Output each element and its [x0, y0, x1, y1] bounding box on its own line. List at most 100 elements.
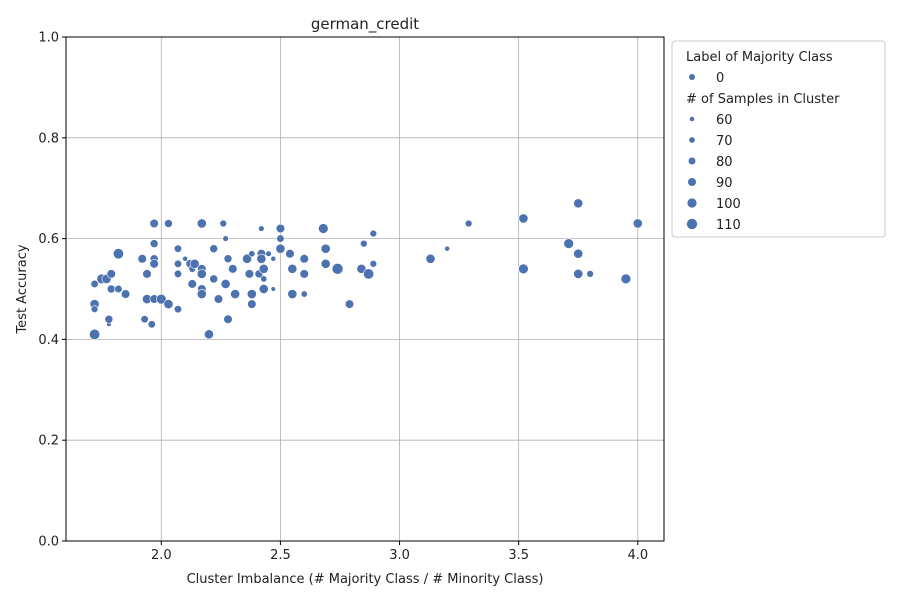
legend-size-marker: [689, 137, 695, 143]
data-point: [163, 299, 174, 310]
data-point: [518, 213, 529, 224]
legend-size-marker: [688, 157, 696, 165]
data-point: [586, 270, 594, 278]
legend-box: [671, 40, 886, 238]
y-tick-label: 0.2: [38, 434, 59, 449]
data-points: [89, 198, 643, 340]
data-point: [285, 249, 295, 259]
data-point: [147, 320, 156, 329]
y-tick-label: 0.6: [38, 232, 59, 247]
data-point: [275, 223, 286, 234]
data-point: [248, 250, 256, 258]
data-point: [244, 269, 255, 279]
data-point: [222, 235, 229, 242]
data-point: [318, 223, 329, 234]
data-point: [140, 315, 149, 324]
legend-hue-marker: [689, 74, 695, 80]
data-point: [300, 290, 308, 298]
legend-size-label: 100: [716, 197, 741, 212]
data-point: [89, 328, 101, 340]
legend-size-marker: [687, 177, 697, 187]
data-point: [270, 286, 276, 292]
data-point: [106, 269, 116, 279]
data-point: [230, 289, 241, 299]
data-point: [149, 239, 159, 248]
legend-size-entries: 60 70 80 90 100 110: [686, 113, 741, 233]
data-point: [182, 255, 189, 262]
chart-title: german_credit: [311, 15, 419, 34]
legend: Label of Majority Class 0 # of Samples i…: [671, 40, 886, 238]
data-point: [204, 329, 214, 340]
y-tick-label: 0.8: [38, 131, 59, 146]
grid-lines: [66, 36, 664, 542]
data-point: [331, 263, 344, 275]
y-axis-ticks: 0.0 0.2 0.4 0.6 0.8 1.0: [38, 31, 66, 550]
data-point: [196, 218, 207, 229]
data-point: [247, 299, 257, 309]
y-axis-label: Test Accuracy: [15, 244, 30, 334]
data-point: [320, 243, 331, 254]
x-tick-label: 3.0: [389, 548, 410, 563]
x-axis-ticks: 2.0 2.5 3.0 3.5 4.0: [151, 541, 648, 563]
data-point: [228, 264, 238, 274]
legend-size-marker: [686, 218, 698, 230]
data-point: [173, 269, 183, 278]
data-point: [356, 263, 367, 274]
data-point: [112, 248, 124, 260]
data-point: [149, 218, 159, 229]
legend-size-label: 80: [716, 155, 733, 170]
data-point: [299, 254, 309, 264]
y-tick-label: 0.0: [38, 535, 59, 550]
x-tick-label: 2.0: [151, 548, 172, 563]
x-axis-label: Cluster Imbalance (# Majority Class / # …: [187, 572, 544, 587]
data-point: [219, 219, 228, 228]
data-point: [90, 305, 99, 313]
data-point: [444, 245, 451, 252]
data-point: [360, 239, 368, 248]
data-point: [156, 293, 167, 305]
data-point: [246, 289, 257, 299]
data-point: [299, 269, 309, 279]
x-tick-label: 2.5: [270, 548, 291, 563]
data-point: [369, 229, 378, 238]
x-tick-label: 4.0: [627, 548, 648, 563]
data-point: [90, 279, 99, 289]
legend-hue-title: Label of Majority Class: [686, 50, 833, 65]
data-point: [106, 284, 116, 294]
data-point: [220, 279, 231, 289]
x-tick-label: 3.5: [508, 548, 529, 563]
data-point: [187, 279, 197, 289]
data-point: [425, 253, 436, 264]
data-point: [320, 258, 331, 269]
legend-size-title: # of Samples in Cluster: [686, 92, 840, 107]
legend-size-marker: [687, 198, 697, 208]
data-point: [369, 260, 378, 268]
data-point: [258, 284, 269, 294]
data-point: [223, 254, 233, 264]
data-point: [563, 238, 574, 249]
data-point: [256, 253, 267, 264]
data-point: [149, 259, 159, 269]
data-point: [287, 289, 298, 299]
data-point: [173, 305, 183, 314]
data-point: [260, 275, 268, 283]
legend-size-label: 90: [716, 176, 733, 191]
data-point: [573, 248, 584, 259]
legend-size-label: 60: [716, 113, 733, 128]
plot-area: [65, 36, 665, 542]
legend-size-marker: [689, 116, 695, 122]
data-point: [270, 255, 277, 262]
data-point: [573, 268, 584, 279]
data-point: [223, 314, 233, 324]
data-point: [196, 268, 207, 279]
data-point: [104, 314, 114, 324]
data-point: [275, 243, 286, 254]
data-point: [120, 289, 131, 299]
data-point: [173, 244, 183, 253]
data-point: [137, 254, 147, 264]
data-point: [464, 219, 473, 228]
data-point: [620, 273, 632, 285]
data-point: [363, 268, 375, 280]
data-point: [173, 259, 183, 268]
